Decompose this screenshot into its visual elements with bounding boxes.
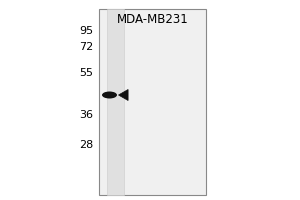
Text: 72: 72 [79,42,93,52]
Text: 36: 36 [79,110,93,120]
Text: MDA-MB231: MDA-MB231 [117,13,189,26]
Ellipse shape [102,92,117,98]
Text: 95: 95 [79,26,93,36]
Text: 28: 28 [79,140,93,150]
Bar [99,9,206,195]
Bar [107,9,124,195]
Polygon shape [118,90,128,100]
Text: 55: 55 [79,68,93,78]
